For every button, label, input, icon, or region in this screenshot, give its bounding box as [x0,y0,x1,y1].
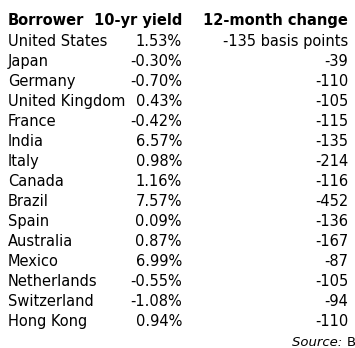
Text: 10-yr yield: 10-yr yield [94,13,182,28]
Text: -116: -116 [315,174,348,189]
Text: Italy: Italy [8,154,40,169]
Text: -0.30%: -0.30% [130,54,182,69]
Text: Mexico: Mexico [8,254,59,269]
Text: -110: -110 [315,314,348,329]
Text: 6.57%: 6.57% [136,134,182,149]
Text: 1.53%: 1.53% [136,34,182,49]
Text: -105: -105 [315,94,348,109]
Text: 0.87%: 0.87% [136,234,182,249]
Text: 12-month change: 12-month change [203,13,348,28]
Text: Australia: Australia [8,234,73,249]
Text: 7.57%: 7.57% [136,194,182,209]
Text: Hong Kong: Hong Kong [8,314,87,329]
Text: 6.99%: 6.99% [136,254,182,269]
Text: -167: -167 [315,234,348,249]
Text: 0.94%: 0.94% [136,314,182,329]
Text: Switzerland: Switzerland [8,294,94,309]
Text: -136: -136 [315,214,348,229]
Text: Canada: Canada [8,174,64,189]
Text: India: India [8,134,44,149]
Text: 0.09%: 0.09% [136,214,182,229]
Text: -214: -214 [315,154,348,169]
Text: -105: -105 [315,274,348,289]
Text: Japan: Japan [8,54,49,69]
Text: -115: -115 [315,114,348,129]
Text: United Kingdom: United Kingdom [8,94,125,109]
Text: France: France [8,114,57,129]
Text: -0.42%: -0.42% [130,114,182,129]
Text: United States: United States [8,34,107,49]
Text: Germany: Germany [8,74,76,89]
Text: Netherlands: Netherlands [8,274,98,289]
Text: Borrower: Borrower [8,13,84,28]
Text: -452: -452 [315,194,348,209]
Text: 0.98%: 0.98% [136,154,182,169]
Text: -135: -135 [315,134,348,149]
Text: 0.43%: 0.43% [136,94,182,109]
Text: -87: -87 [324,254,348,269]
Text: Brazil: Brazil [8,194,49,209]
Text: -135 basis points: -135 basis points [223,34,348,49]
Text: Bloomberg: Bloomberg [347,336,355,348]
Text: 1.16%: 1.16% [136,174,182,189]
Text: -94: -94 [324,294,348,309]
Text: Spain: Spain [8,214,49,229]
Text: -110: -110 [315,74,348,89]
Text: Source:: Source: [293,336,347,348]
Text: -1.08%: -1.08% [130,294,182,309]
Text: -39: -39 [324,54,348,69]
Text: -0.55%: -0.55% [130,274,182,289]
Text: -0.70%: -0.70% [130,74,182,89]
